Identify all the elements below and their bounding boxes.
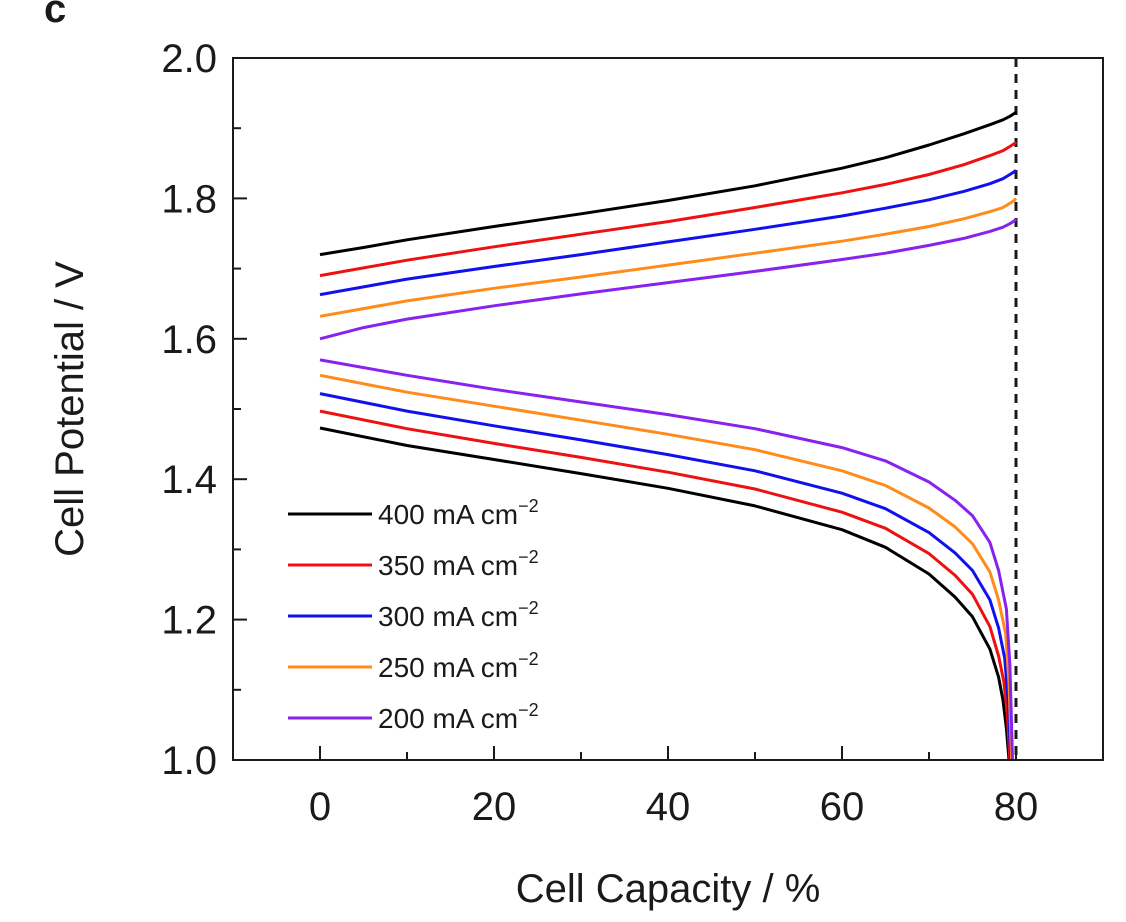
legend-label-superscript: −2 [518,547,539,567]
series-4-discharge-line [319,358,1014,761]
panel-label: c [44,0,66,31]
series-2-charge-line [319,169,1017,297]
x-tick-label: 0 [309,785,331,829]
y-tick-label: 2.0 [161,37,217,81]
series-2-discharge-line [319,392,1013,761]
y-tick-label: 1.0 [161,739,217,783]
series-0-charge-line [319,110,1017,257]
series-1-charge-line [319,141,1017,278]
y-tick-label: 1.8 [161,177,217,221]
legend-label-superscript: −2 [518,700,539,720]
x-tick-label: 60 [820,785,865,829]
legend-label: 200 mA cm−2 [378,700,539,734]
legend-label-superscript: −2 [518,496,539,516]
legend-label: 250 mA cm−2 [378,649,539,683]
series-4-charge-line [319,217,1018,341]
x-tick-label: 20 [472,785,517,829]
y-tick-label: 1.4 [161,458,217,502]
series-0-discharge-line [319,426,1011,761]
x-axis-title: Cell Capacity / % [516,867,821,911]
x-tick-label: 40 [646,785,691,829]
plot-area [319,58,1018,761]
y-axis-title: Cell Potential / V [48,261,92,557]
legend-label-superscript: −2 [518,649,539,669]
y-tick-label: 1.2 [161,599,217,643]
plot-frame [232,57,1104,761]
axis-ticks: 0 20 40 60 80 1.0 1.2 1.4 1.6 1.8 2.0 [161,37,1038,829]
y-tick-label: 1.6 [161,318,217,362]
series-3-charge-line [319,197,1018,318]
legend-label: 400 mA cm−2 [378,496,539,530]
legend-label: 300 mA cm−2 [378,598,539,632]
legend-label: 350 mA cm−2 [378,547,539,581]
x-tick-label: 80 [994,785,1039,829]
legend: 400 mA cm−2 350 mA cm−2 300 mA cm−2 250 mA … [288,496,539,734]
legend-label-superscript: −2 [518,598,539,618]
series-1-discharge-line [319,409,1012,761]
series-3-discharge-line [319,373,1014,761]
